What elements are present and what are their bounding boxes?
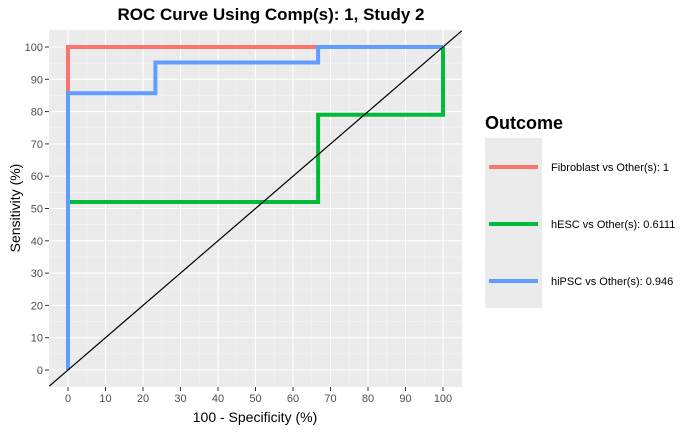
x-tick-label: 80 [362,393,374,405]
y-tick-label: 30 [31,268,43,280]
legend-items: Fibroblast vs Other(s): 1 hESC vs Other(s… [489,162,675,288]
x-tick-label: 40 [212,393,224,405]
y-tick-label: 20 [31,300,43,312]
y-tick-label: 100 [25,42,43,54]
x-tick-label: 60 [287,393,299,405]
series-line-3 [66,45,443,370]
y-tick-label: 70 [31,139,43,151]
y-tick-label: 40 [31,236,43,248]
x-axis-ticks: 0 10 20 30 40 50 60 70 80 90 100 [65,387,452,405]
x-tick-label: 70 [324,393,336,405]
x-tick-label: 100 [434,393,452,405]
x-tick-label: 0 [65,393,71,405]
legend-title: Outcome [485,113,563,133]
legend-label-3: hiPSC vs Other(s): 0.946 [551,276,673,288]
legend-label-1: Fibroblast vs Other(s): 1 [551,162,669,174]
y-axis-ticks: 0 10 20 30 40 50 60 70 80 90 100 [25,42,49,377]
y-tick-label: 90 [31,74,43,86]
x-tick-label: 30 [174,393,186,405]
x-tick-label: 90 [399,393,411,405]
legend-label-2: hESC vs Other(s): 0.6111 [551,219,675,231]
series-layer [66,45,445,370]
x-tick-label: 20 [137,393,149,405]
y-tick-label: 80 [31,107,43,119]
y-tick-label: 0 [37,365,43,377]
x-tick-label: 10 [99,393,111,405]
y-axis-title: Sensitivity (%) [7,164,23,253]
x-axis-title: 100 - Specificity (%) [193,409,317,425]
y-tick-label: 10 [31,333,43,345]
x-tick-label: 50 [249,393,261,405]
chart-title: ROC Curve Using Comp(s): 1, Study 2 [118,5,425,24]
diagonal-reference-line [48,30,462,387]
legend: Outcome Fibroblast vs Other(s): 1 hESC vs… [485,113,675,308]
y-tick-label: 60 [31,171,43,183]
y-tick-label: 50 [31,204,43,216]
